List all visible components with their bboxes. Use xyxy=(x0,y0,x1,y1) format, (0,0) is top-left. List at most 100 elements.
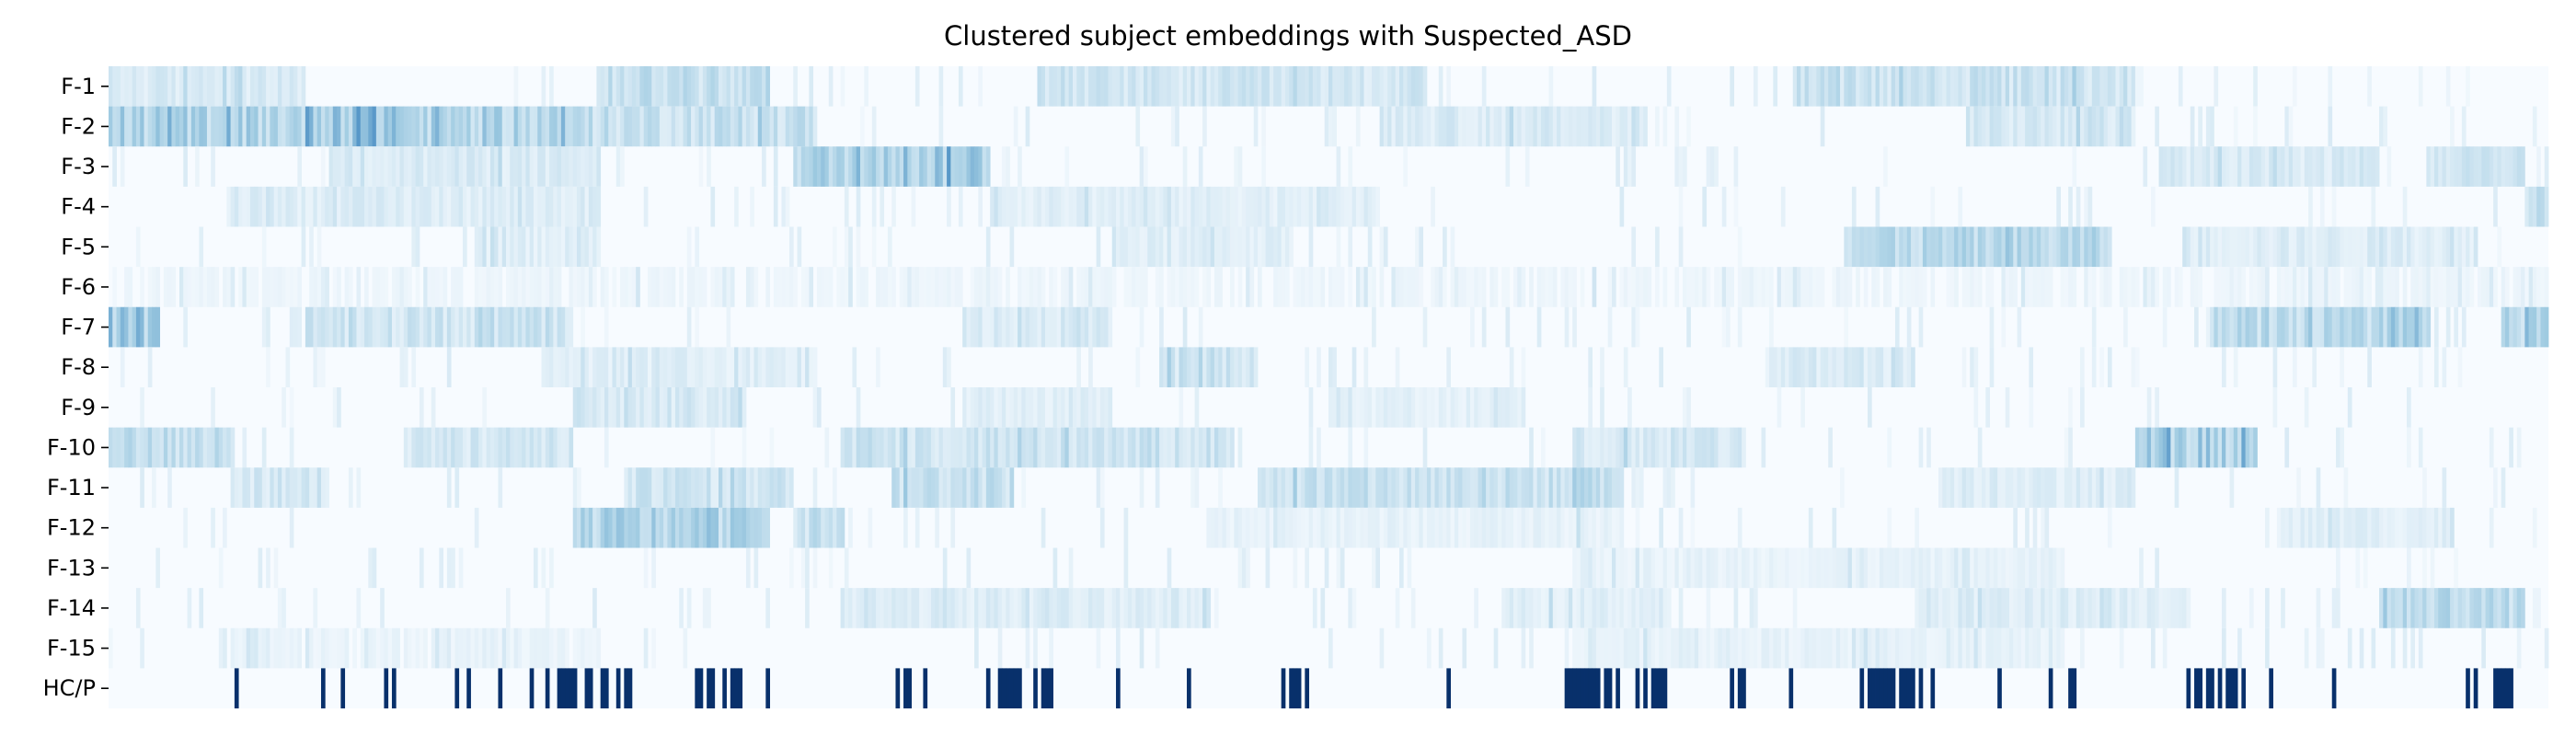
heatmap-cell xyxy=(2217,226,2223,268)
heatmap-cell xyxy=(942,467,948,508)
heatmap-cell xyxy=(282,186,286,227)
heatmap-cell xyxy=(805,347,810,388)
heatmap-cell xyxy=(2087,467,2093,508)
heatmap-cell xyxy=(1899,267,1903,307)
heatmap-cell xyxy=(844,226,849,268)
heatmap-cell xyxy=(2123,66,2128,107)
heatmap-cell xyxy=(254,627,259,669)
heatmap-cell xyxy=(1600,588,1604,628)
heatmap-cell xyxy=(1647,547,1652,589)
heatmap-cell xyxy=(1478,387,1483,428)
heatmap-cell xyxy=(907,427,912,468)
heatmap-cell xyxy=(1949,226,1955,268)
heatmap-cell xyxy=(446,467,452,508)
heatmap-cell xyxy=(997,306,1003,348)
heatmap-cell xyxy=(1903,347,1908,388)
heatmap-cell xyxy=(1037,186,1042,227)
heatmap-cell xyxy=(2155,387,2159,428)
heatmap-cell xyxy=(1946,547,1951,589)
heatmap-cell xyxy=(2068,106,2073,147)
heatmap-cell xyxy=(1887,226,1892,268)
heatmap-cell xyxy=(2461,267,2467,307)
heatmap-cell xyxy=(2319,186,2325,227)
heatmap-cell xyxy=(876,267,880,307)
heatmap-cell xyxy=(1383,106,1388,147)
heatmap-cell xyxy=(1765,267,1770,307)
heatmap-cell xyxy=(2248,427,2254,468)
heatmap-cell xyxy=(880,267,885,307)
heatmap-cell xyxy=(2328,146,2333,187)
heatmap-cell xyxy=(2430,146,2435,187)
heatmap-cell xyxy=(1194,387,1200,428)
heatmap-cell xyxy=(1099,588,1105,628)
heatmap-cell xyxy=(2241,267,2247,307)
heatmap-cell xyxy=(1548,106,1554,147)
heatmap-cell xyxy=(2544,627,2549,669)
heatmap-cell xyxy=(328,627,334,669)
heatmap-cell xyxy=(2493,186,2498,227)
heatmap-cell xyxy=(1682,146,1687,187)
heatmap-cell xyxy=(1572,507,1577,548)
heatmap-cell xyxy=(2079,347,2085,388)
heatmap-cell xyxy=(266,547,270,589)
heatmap-cell xyxy=(1056,186,1062,227)
heatmap-cell xyxy=(1132,226,1136,268)
heatmap-cell xyxy=(1029,267,1034,307)
heatmap-cell xyxy=(1407,106,1412,147)
heatmap-cell xyxy=(686,226,692,268)
heatmap-cell xyxy=(1206,186,1212,227)
heatmap-cell xyxy=(2442,507,2447,548)
heatmap-cell xyxy=(710,507,716,548)
heatmap-cell xyxy=(1730,267,1734,307)
heatmap-cell xyxy=(1828,427,1833,468)
heatmap-cell xyxy=(242,66,247,107)
heatmap-cell xyxy=(636,507,640,548)
heatmap-cell xyxy=(1147,588,1152,628)
heatmap-cell xyxy=(1982,66,1986,107)
heatmap-cell xyxy=(360,146,365,187)
heatmap-cell xyxy=(190,66,196,107)
heatmap-cell xyxy=(427,106,432,147)
heatmap-cell xyxy=(1419,226,1424,268)
heatmap-cell xyxy=(1009,306,1015,348)
heatmap-cell xyxy=(2084,588,2088,628)
heatmap-cell xyxy=(1111,588,1117,628)
heatmap-cell xyxy=(1926,226,1931,268)
heatmap-cell xyxy=(372,306,377,348)
heatmap-cell xyxy=(489,226,495,268)
heatmap-cell xyxy=(710,387,716,428)
heatmap-cell xyxy=(1851,186,1857,227)
heatmap-cell xyxy=(1835,627,1841,669)
heatmap-cell xyxy=(2355,507,2361,548)
heatmap-cell xyxy=(1918,267,1924,307)
heatmap-cell xyxy=(525,186,531,227)
heatmap-cell xyxy=(2143,588,2148,628)
heatmap-cell xyxy=(1883,146,1888,187)
heatmap-cell xyxy=(2253,306,2258,348)
heatmap-cell xyxy=(1911,226,1915,268)
heatmap-cell xyxy=(2407,507,2411,548)
heatmap-cell xyxy=(1812,547,1817,589)
heatmap-cell xyxy=(1879,347,1884,388)
heatmap-cell xyxy=(218,427,224,468)
heatmap-cell xyxy=(1863,267,1869,307)
heatmap-cell xyxy=(797,347,802,388)
heatmap-cell xyxy=(1883,627,1888,669)
heatmap-cell xyxy=(1851,66,1857,107)
heatmap-cell xyxy=(2386,226,2392,268)
heatmap-cell xyxy=(1737,627,1742,669)
heatmap-cell xyxy=(1970,347,1974,388)
heatmap-cell xyxy=(478,427,483,468)
heatmap-cell xyxy=(1899,627,1903,669)
heatmap-cell xyxy=(2265,627,2270,669)
heatmap-cell xyxy=(1958,588,1963,628)
heatmap-cell xyxy=(876,347,880,388)
heatmap-cell xyxy=(1595,627,1601,669)
heatmap-cell xyxy=(1611,106,1616,147)
heatmap-cell xyxy=(1348,226,1353,268)
heatmap-cell xyxy=(1706,588,1711,628)
heatmap-cell xyxy=(1686,106,1691,147)
heatmap-cell xyxy=(2418,507,2423,548)
heatmap-cell xyxy=(1639,588,1644,628)
heatmap-cell xyxy=(1478,467,1483,508)
